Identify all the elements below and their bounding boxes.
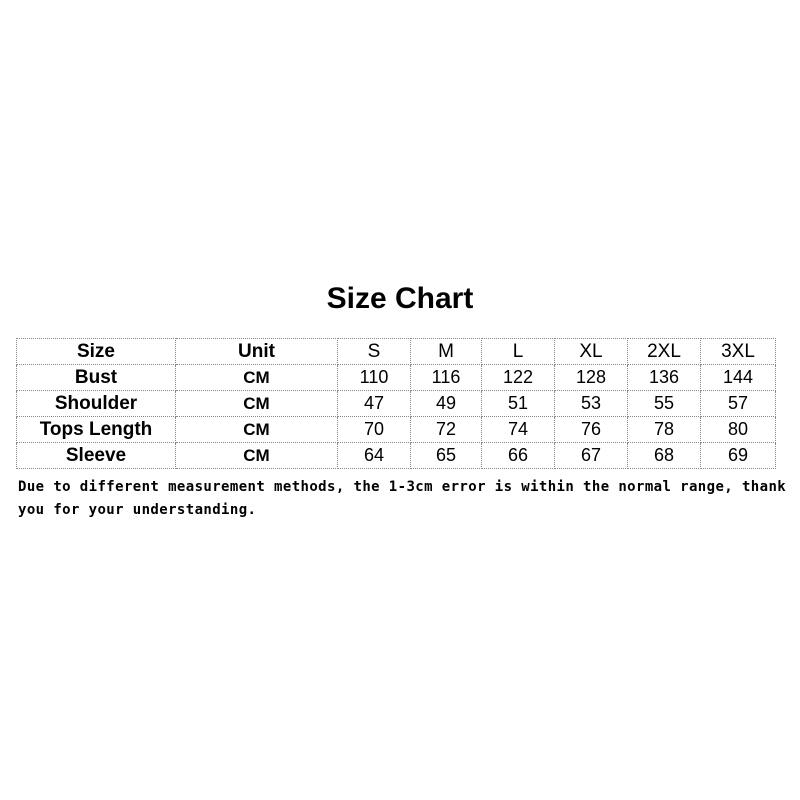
header-row: Size Unit S M L XL 2XL 3XL — [16, 338, 776, 365]
measurement-cell: 116 — [410, 364, 482, 391]
measurement-cell: 57 — [700, 390, 776, 417]
measurement-cell: 49 — [410, 390, 482, 417]
measurement-cell: 76 — [554, 416, 628, 443]
measurement-cell: 110 — [337, 364, 411, 391]
measurement-cell: 70 — [337, 416, 411, 443]
header-size: Size — [16, 338, 176, 365]
measurement-cell: 72 — [410, 416, 482, 443]
measurement-cell: 51 — [481, 390, 555, 417]
measurement-cell: 69 — [700, 442, 776, 469]
measurement-cell: 47 — [337, 390, 411, 417]
measurement-cell: 122 — [481, 364, 555, 391]
row-label: Shoulder — [16, 390, 176, 417]
measurement-cell: 67 — [554, 442, 628, 469]
measurement-cell: 136 — [627, 364, 701, 391]
header-size-l: L — [481, 338, 555, 365]
row-label: Bust — [16, 364, 176, 391]
header-size-s: S — [337, 338, 411, 365]
header-size-m: M — [410, 338, 482, 365]
measurement-cell: 64 — [337, 442, 411, 469]
table-row: Bust CM 110 116 122 128 136 144 — [16, 364, 776, 391]
row-label: Sleeve — [16, 442, 176, 469]
measurement-cell: 74 — [481, 416, 555, 443]
measurement-cell: 80 — [700, 416, 776, 443]
measurement-cell: 65 — [410, 442, 482, 469]
measurement-cell: 53 — [554, 390, 628, 417]
row-unit: CM — [175, 390, 338, 417]
table-row: Tops Length CM 70 72 74 76 78 80 — [16, 416, 776, 443]
measurement-cell: 78 — [627, 416, 701, 443]
header-size-2xl: 2XL — [627, 338, 701, 365]
row-label: Tops Length — [16, 416, 176, 443]
measurement-cell: 128 — [554, 364, 628, 391]
table-row: Sleeve CM 64 65 66 67 68 69 — [16, 442, 776, 469]
measurement-cell: 66 — [481, 442, 555, 469]
header-unit: Unit — [175, 338, 338, 365]
size-table: Size Unit S M L XL 2XL 3XL Bust CM 110 116 122 128 136… — [16, 338, 776, 469]
measurement-cell: 55 — [627, 390, 701, 417]
measurement-note: Due to different measurement methods, th… — [18, 479, 787, 518]
page-title: Size Chart — [326, 282, 474, 315]
measurement-cell: 68 — [627, 442, 701, 469]
measurement-cell: 144 — [700, 364, 776, 391]
header-size-3xl: 3XL — [700, 338, 776, 365]
row-unit: CM — [175, 442, 338, 469]
table-row: Shoulder CM 47 49 51 53 55 57 — [16, 390, 776, 417]
row-unit: CM — [175, 364, 338, 391]
row-unit: CM — [175, 416, 338, 443]
header-size-xl: XL — [554, 338, 628, 365]
